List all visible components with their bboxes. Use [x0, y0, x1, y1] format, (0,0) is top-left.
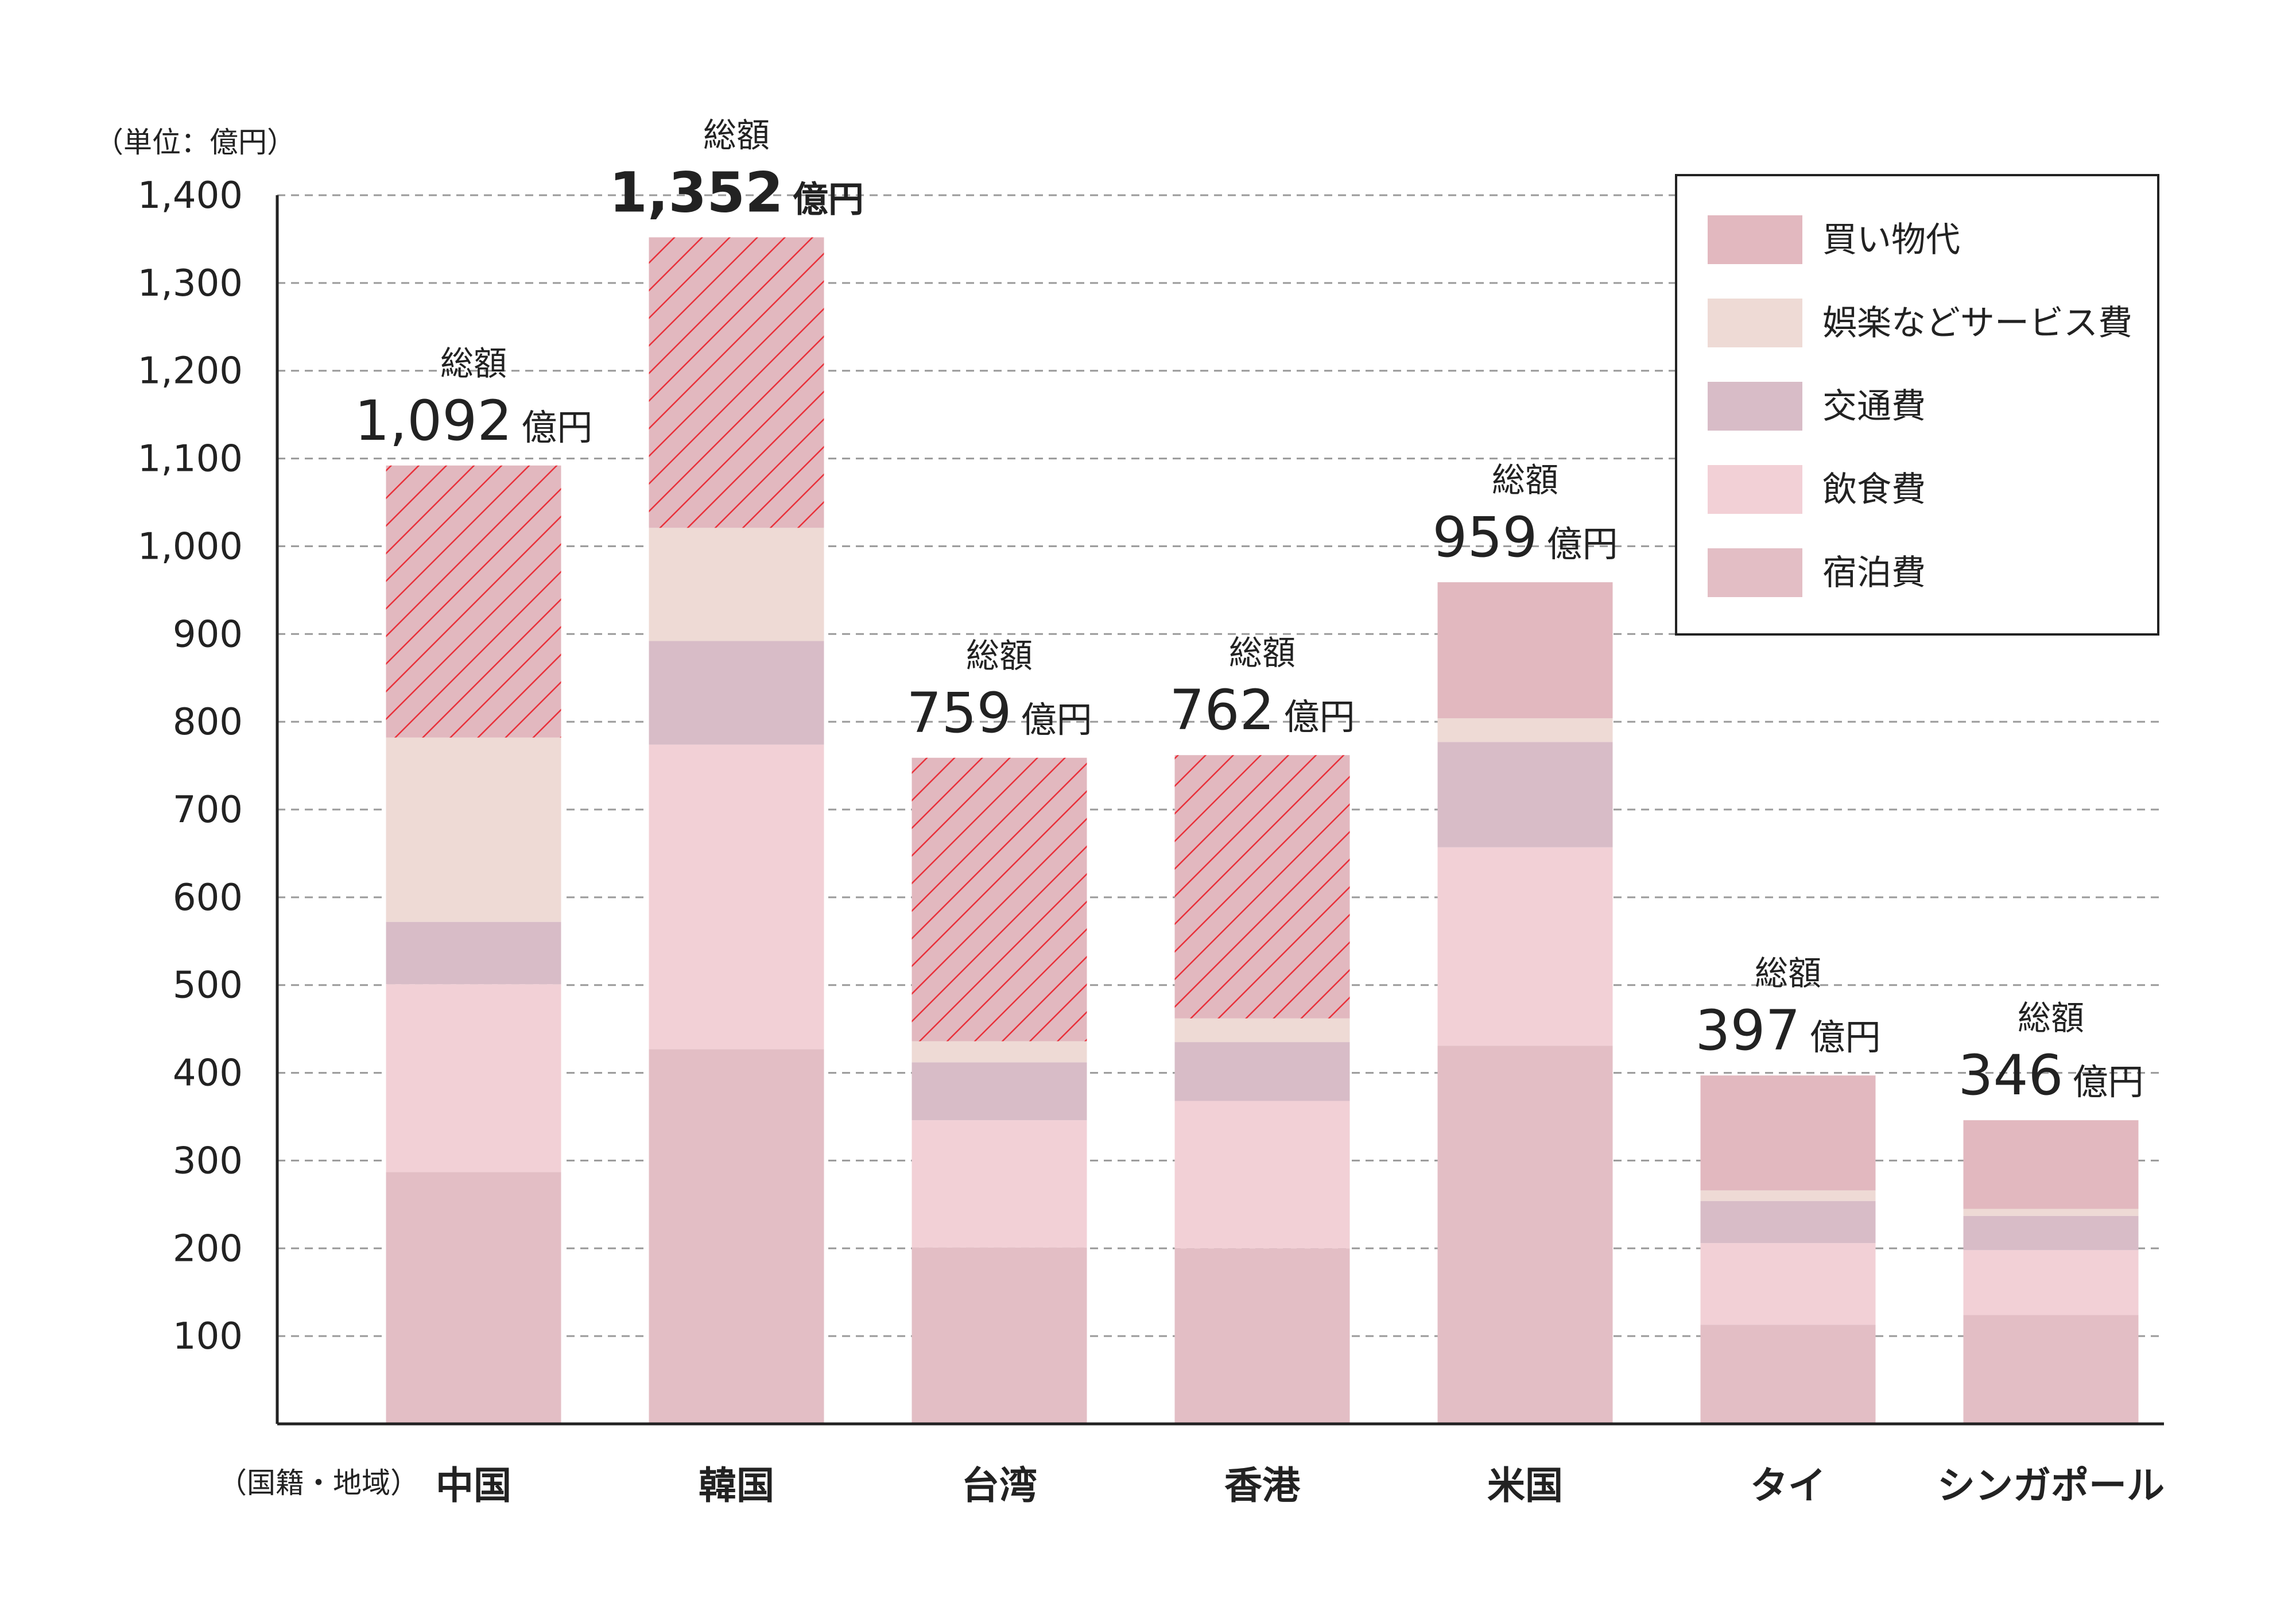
bar-segment — [1174, 1248, 1350, 1424]
total-word-label: 総額 — [1492, 460, 1558, 500]
bar-segment — [1963, 1215, 2139, 1250]
total-value-label: 762 億円 — [1169, 678, 1355, 742]
bar-segment — [912, 1062, 1087, 1121]
bar-segment — [1437, 718, 1613, 742]
legend-swatch — [1708, 548, 1802, 597]
bar-segment — [386, 737, 561, 922]
total-value-label: 397 億円 — [1695, 998, 1880, 1063]
y-tick-label: 200 — [173, 1228, 243, 1270]
y-tick-label: 300 — [173, 1140, 243, 1182]
category-labels: 中国 韓国 台湾 香港 米国 タイ シンガポール — [436, 1463, 2165, 1508]
bar-segment — [912, 1041, 1087, 1063]
total-value-label: 1,352 億円 — [609, 160, 864, 224]
bar-segment — [386, 465, 561, 738]
y-tick-label: 1,100 — [138, 438, 243, 481]
y-tick-label: 500 — [173, 965, 243, 1007]
bar-segment — [1700, 1243, 1876, 1325]
total-value-label: 959 億円 — [1432, 505, 1618, 570]
total-word-label: 総額 — [1755, 954, 1821, 993]
legend-label: 交通費 — [1822, 386, 1926, 427]
bar-segment — [1174, 1042, 1350, 1101]
bar-segment — [386, 1172, 561, 1424]
y-tick-label: 1,300 — [138, 262, 243, 305]
total-value-label: 1,092 億円 — [355, 389, 593, 453]
bar-segment — [386, 984, 561, 1172]
total-value-label: 346 億円 — [1958, 1043, 2143, 1108]
axes — [276, 195, 2164, 1426]
category-label: 香港 — [1224, 1463, 1301, 1508]
y-tick-label: 1,400 — [138, 175, 243, 217]
bar-segment — [649, 1049, 824, 1424]
y-tick-labels: 100 200 300 400 500 600 700 800 900 1,000 1,100 1,2… — [138, 175, 243, 1358]
y-tick-label: 900 — [173, 613, 243, 656]
legend-label: 買い物代 — [1822, 220, 1960, 260]
bars — [386, 237, 2139, 1424]
bar-segment — [1174, 1101, 1350, 1249]
bar-segment — [1174, 755, 1350, 1019]
category-label: タイ — [1750, 1463, 1826, 1508]
legend-swatch — [1708, 215, 1802, 264]
bar-segment — [1700, 1325, 1876, 1424]
bar-segment — [649, 237, 824, 528]
bar-segment — [1963, 1315, 2139, 1424]
total-word-label: 総額 — [703, 115, 770, 154]
bar-segment — [1700, 1190, 1876, 1201]
bar-segment — [649, 528, 824, 641]
y-tick-label: 1,200 — [138, 350, 243, 393]
bar-segment — [912, 1247, 1087, 1424]
legend-swatch — [1708, 465, 1802, 514]
bar-segment — [1174, 1018, 1350, 1043]
total-word-label: 総額 — [2018, 998, 2084, 1037]
bar-segment — [649, 744, 824, 1050]
bar-segment — [1437, 847, 1613, 1046]
y-tick-label: 400 — [173, 1052, 243, 1095]
legend-label: 娯楽などサービス費 — [1822, 303, 2132, 343]
category-label: 米国 — [1487, 1463, 1563, 1508]
total-word-label: 総額 — [966, 636, 1033, 675]
bar-segment — [1963, 1120, 2139, 1209]
legend-swatch — [1708, 299, 1802, 347]
total-value-label: 759 億円 — [906, 681, 1092, 745]
bar-segment — [912, 1120, 1087, 1248]
total-word-label: 総額 — [1229, 633, 1296, 672]
legend-label: 宿泊費 — [1822, 553, 1926, 593]
bar-segment — [1700, 1075, 1876, 1191]
bar-segment — [649, 641, 824, 745]
bar-segment — [1700, 1201, 1876, 1244]
x-unit-label: （国籍・地域） — [218, 1466, 419, 1500]
bar-segment — [1437, 582, 1613, 719]
y-tick-label: 700 — [173, 789, 243, 831]
category-label: 中国 — [436, 1463, 511, 1508]
total-word-label: 総額 — [440, 344, 507, 383]
category-label: 台湾 — [961, 1463, 1037, 1508]
y-tick-label: 100 — [173, 1315, 243, 1358]
y-tick-label: 1,000 — [138, 525, 243, 568]
legend-label: 飲食費 — [1822, 470, 1926, 510]
legend-swatch — [1708, 382, 1802, 431]
bar-segment — [912, 757, 1087, 1041]
bar-segment — [1963, 1209, 2139, 1216]
bar-segment — [1437, 1046, 1613, 1424]
y-tick-label: 800 — [173, 701, 243, 744]
y-unit-label: （単位：億円） — [95, 126, 296, 159]
y-tick-label: 600 — [173, 877, 243, 919]
bar-segment — [1963, 1250, 2139, 1315]
category-label: シンガポール — [1937, 1463, 2165, 1508]
category-label: 韓国 — [699, 1463, 774, 1508]
bar-segment — [1437, 742, 1613, 847]
bar-segment — [386, 921, 561, 985]
